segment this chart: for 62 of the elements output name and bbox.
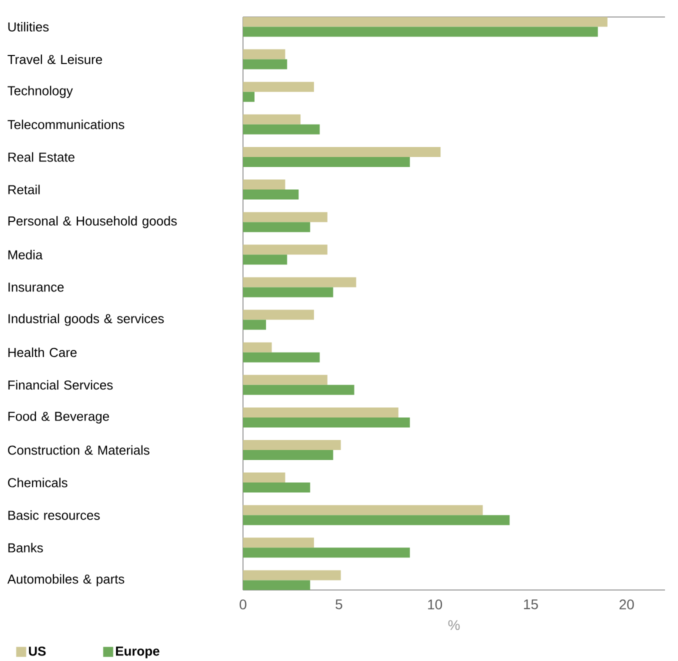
bar xyxy=(243,440,341,450)
y-tick-label: Telecommunications xyxy=(8,120,124,130)
bar xyxy=(243,417,410,428)
bar xyxy=(243,287,334,298)
x-tick-label: 15 xyxy=(524,600,538,610)
y-tick-label: Media xyxy=(8,250,43,260)
y-tick-label: Chemicals xyxy=(8,478,68,488)
bar xyxy=(243,222,310,232)
bar xyxy=(243,570,341,580)
bar xyxy=(243,352,320,362)
bar xyxy=(243,180,286,190)
bar xyxy=(243,92,255,102)
bar xyxy=(243,190,299,200)
bar xyxy=(243,49,286,60)
y-tick-label: Insurance xyxy=(8,282,64,292)
y-tick-label: Industrial goods & services xyxy=(8,314,164,326)
bar xyxy=(243,374,328,385)
x-tick-label: 10 xyxy=(428,600,442,610)
y-tick-label: Financial Services xyxy=(8,380,113,390)
bar xyxy=(243,515,510,526)
bar xyxy=(243,26,598,37)
y-tick-label: Technology xyxy=(8,86,73,98)
bar xyxy=(243,450,334,460)
bar xyxy=(243,82,314,92)
bar xyxy=(243,212,328,222)
bar xyxy=(243,580,310,590)
bar xyxy=(243,124,320,134)
x-tick-label: 20 xyxy=(620,600,634,610)
bar xyxy=(243,59,288,70)
y-tick-label: Basic resources xyxy=(8,510,100,520)
x-axis-title: % xyxy=(448,620,460,630)
y-tick-label: Construction & Materials xyxy=(8,445,150,455)
bar xyxy=(243,310,314,320)
y-tick-label: Food & Beverage xyxy=(8,411,109,424)
y-tick-label: Health Care xyxy=(8,348,77,358)
y-tick-label: Personal & Household goods xyxy=(8,216,177,228)
bar xyxy=(243,505,483,516)
bar xyxy=(243,407,398,418)
bar xyxy=(243,548,410,558)
bar xyxy=(243,114,301,124)
y-tick-label: Real Estate xyxy=(8,152,74,162)
x-tick-label: 5 xyxy=(336,600,342,610)
bar xyxy=(243,244,328,255)
bar xyxy=(243,482,310,493)
bar xyxy=(243,538,314,548)
bar xyxy=(243,277,356,288)
y-tick-label: Retail xyxy=(8,184,40,194)
bar xyxy=(243,16,608,27)
y-tick-label: Travel & Leisure xyxy=(8,54,102,64)
x-tick-label: 0 xyxy=(240,600,246,610)
y-tick-label: Utilities xyxy=(8,22,49,32)
y-tick-label: Automobiles & parts xyxy=(7,574,124,586)
bar xyxy=(243,156,410,167)
bar xyxy=(243,254,288,265)
bar xyxy=(243,146,441,157)
y-tick-label: Banks xyxy=(8,542,43,552)
legend-label: US xyxy=(28,646,46,656)
bar xyxy=(243,384,354,395)
bar xyxy=(243,320,266,330)
bar xyxy=(243,342,272,352)
legend-label: Europe xyxy=(116,646,160,658)
bar xyxy=(243,472,286,483)
